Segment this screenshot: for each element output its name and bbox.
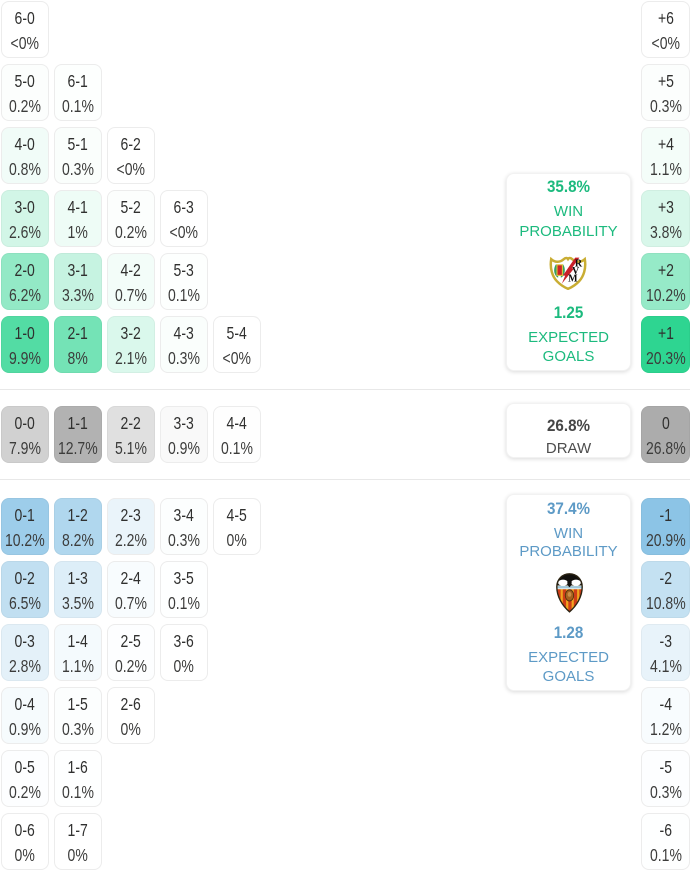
svg-text:M: M [568, 274, 578, 285]
svg-text:V: V [572, 266, 580, 277]
svg-text:R: R [575, 259, 583, 270]
